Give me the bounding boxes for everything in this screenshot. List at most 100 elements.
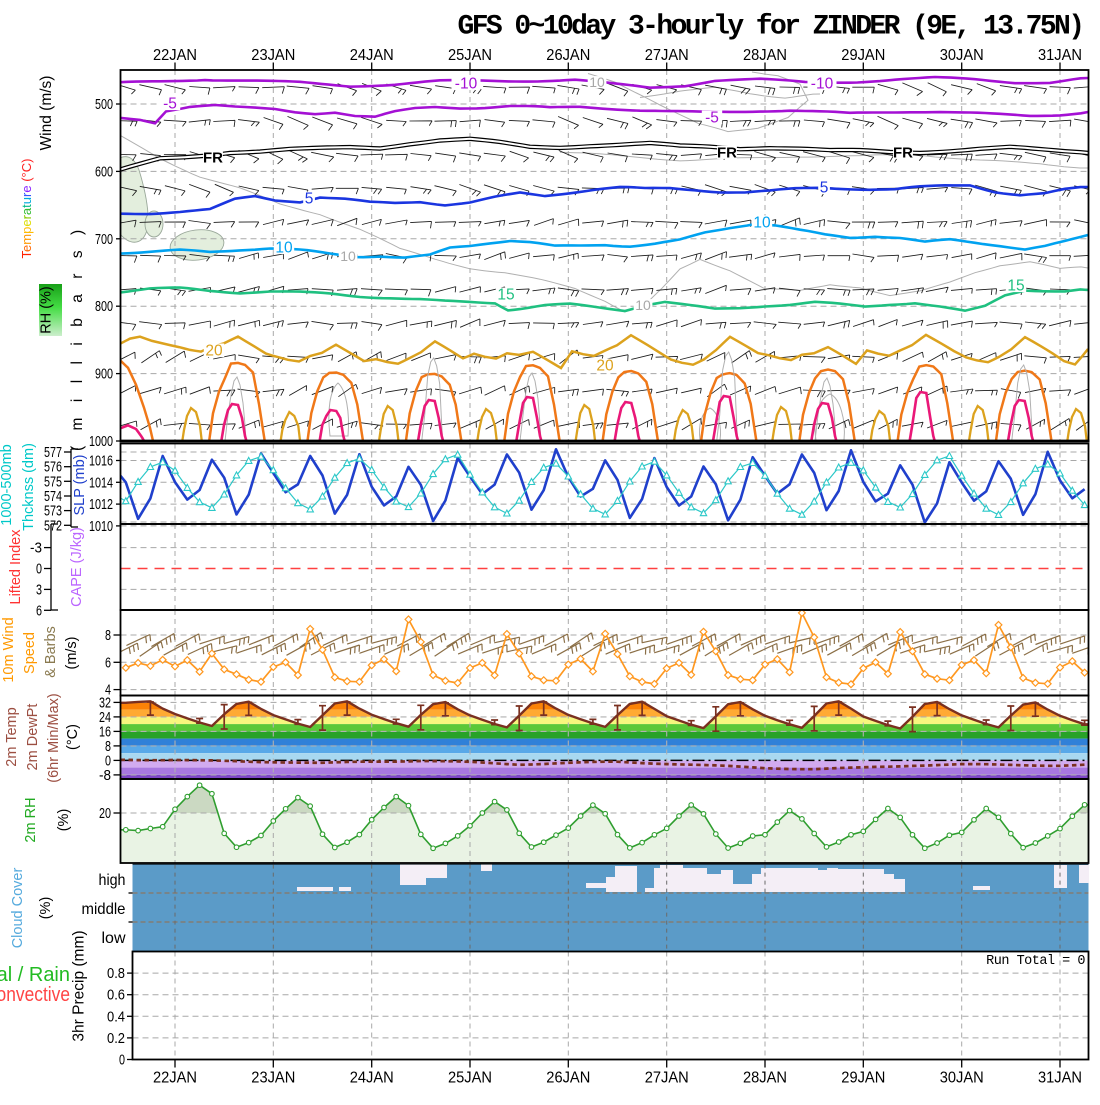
svg-text:1010: 1010 bbox=[89, 519, 113, 535]
svg-text:3: 3 bbox=[36, 582, 42, 598]
svg-text:28JAN: 28JAN bbox=[743, 47, 787, 64]
svg-text:-10: -10 bbox=[455, 76, 478, 93]
svg-text:27JAN: 27JAN bbox=[645, 1070, 689, 1087]
svg-text:10: 10 bbox=[589, 74, 605, 90]
svg-text:22JAN: 22JAN bbox=[153, 47, 197, 64]
svg-text:FR: FR bbox=[203, 149, 223, 166]
svg-text:10m Wind: 10m Wind bbox=[1, 617, 17, 682]
svg-text:22JAN: 22JAN bbox=[153, 1070, 197, 1087]
svg-text:0.2: 0.2 bbox=[107, 1031, 125, 1047]
svg-text:Total / Rain: Total / Rain bbox=[0, 964, 70, 986]
svg-text:low: low bbox=[102, 930, 126, 947]
svg-text:500: 500 bbox=[95, 97, 113, 113]
svg-text:0: 0 bbox=[105, 753, 111, 769]
svg-text:FR: FR bbox=[893, 144, 913, 161]
svg-text:Temperature (°C): Temperature (°C) bbox=[19, 159, 34, 259]
svg-text:2m DewPt: 2m DewPt bbox=[25, 704, 41, 771]
svg-text:0.4: 0.4 bbox=[107, 1009, 125, 1025]
svg-text:(millibars): (millibars) bbox=[69, 214, 86, 451]
svg-text:CAPE (J/kg): CAPE (J/kg) bbox=[69, 527, 85, 607]
svg-text:SLP (mb): SLP (mb) bbox=[72, 455, 88, 516]
svg-text:576: 576 bbox=[44, 460, 62, 476]
svg-text:10: 10 bbox=[340, 248, 356, 264]
svg-text:24: 24 bbox=[99, 710, 111, 726]
svg-text:20: 20 bbox=[596, 358, 614, 375]
svg-text:FR: FR bbox=[717, 144, 737, 161]
svg-text:-5: -5 bbox=[163, 96, 177, 113]
svg-text:Wind (m/s): Wind (m/s) bbox=[38, 76, 55, 151]
svg-text:Lifted Index: Lifted Index bbox=[8, 529, 24, 605]
svg-text:1000-500mb: 1000-500mb bbox=[0, 444, 15, 525]
svg-text:574: 574 bbox=[44, 489, 62, 505]
svg-text:31JAN: 31JAN bbox=[1038, 1070, 1082, 1087]
svg-text:8: 8 bbox=[105, 739, 111, 755]
svg-text:800: 800 bbox=[95, 299, 113, 315]
svg-text:5: 5 bbox=[305, 191, 314, 208]
svg-text:26JAN: 26JAN bbox=[546, 1070, 590, 1087]
svg-text:(6hr Min/Max): (6hr Min/Max) bbox=[46, 693, 62, 782]
svg-text:3hr Precip (mm): 3hr Precip (mm) bbox=[71, 930, 88, 1041]
svg-text:577: 577 bbox=[44, 445, 62, 461]
svg-text:27JAN: 27JAN bbox=[645, 47, 689, 64]
svg-text:0: 0 bbox=[119, 1053, 125, 1069]
svg-text:high: high bbox=[99, 872, 126, 889]
svg-text:23JAN: 23JAN bbox=[251, 1070, 295, 1087]
svg-text:Cloud Cover: Cloud Cover bbox=[10, 868, 26, 949]
svg-text:RH (%): RH (%) bbox=[39, 286, 55, 334]
svg-text:29JAN: 29JAN bbox=[841, 1070, 885, 1087]
svg-text:Speed: Speed bbox=[22, 632, 38, 674]
svg-text:29JAN: 29JAN bbox=[841, 47, 885, 64]
svg-text:8: 8 bbox=[105, 628, 111, 644]
svg-text:28JAN: 28JAN bbox=[743, 1070, 787, 1087]
svg-text:Thcknss (dm): Thcknss (dm) bbox=[21, 443, 37, 531]
svg-text:1000: 1000 bbox=[89, 434, 113, 450]
svg-text:32: 32 bbox=[99, 695, 111, 711]
svg-text:1014: 1014 bbox=[89, 475, 113, 491]
svg-text:30JAN: 30JAN bbox=[940, 47, 984, 64]
svg-text:16: 16 bbox=[99, 724, 111, 740]
svg-text:700: 700 bbox=[95, 232, 113, 248]
svg-text:0: 0 bbox=[36, 562, 42, 578]
svg-text:GFS 0~10day 3-hourly for ZINDE: GFS 0~10day 3-hourly for ZINDER (9E, 13.… bbox=[458, 12, 1083, 43]
svg-text:1012: 1012 bbox=[89, 497, 113, 513]
svg-text:30JAN: 30JAN bbox=[940, 1070, 984, 1087]
svg-text:10: 10 bbox=[275, 240, 293, 257]
svg-text:(°C): (°C) bbox=[65, 724, 81, 750]
svg-text:25JAN: 25JAN bbox=[448, 1070, 492, 1087]
svg-text:10: 10 bbox=[635, 297, 651, 313]
svg-text:20: 20 bbox=[205, 343, 223, 360]
svg-text:575: 575 bbox=[44, 474, 62, 490]
svg-text:0.8: 0.8 bbox=[107, 966, 125, 982]
svg-text:5: 5 bbox=[820, 180, 829, 197]
svg-text:24JAN: 24JAN bbox=[350, 1070, 394, 1087]
svg-text:24JAN: 24JAN bbox=[350, 47, 394, 64]
svg-text:(m/s): (m/s) bbox=[64, 636, 80, 669]
svg-text:23JAN: 23JAN bbox=[251, 47, 295, 64]
svg-text:26JAN: 26JAN bbox=[546, 47, 590, 64]
svg-text:31JAN: 31JAN bbox=[1038, 47, 1082, 64]
svg-text:10: 10 bbox=[753, 215, 771, 232]
svg-text:600: 600 bbox=[95, 164, 113, 180]
svg-text:4: 4 bbox=[105, 683, 111, 699]
svg-text:20: 20 bbox=[99, 806, 111, 822]
svg-text:572: 572 bbox=[44, 518, 62, 534]
svg-text:-10: -10 bbox=[811, 76, 834, 93]
svg-text:25JAN: 25JAN bbox=[448, 47, 492, 64]
svg-text:6: 6 bbox=[105, 655, 111, 671]
svg-text:(%): (%) bbox=[56, 809, 72, 832]
svg-text:Convective: Convective bbox=[0, 984, 70, 1006]
svg-text:573: 573 bbox=[44, 504, 62, 520]
svg-text:-8: -8 bbox=[99, 768, 111, 784]
svg-text:(%): (%) bbox=[38, 897, 54, 920]
svg-text:2m RH: 2m RH bbox=[23, 797, 39, 842]
svg-text:& Barbs: & Barbs bbox=[43, 626, 59, 678]
svg-text:0.6: 0.6 bbox=[107, 988, 125, 1004]
svg-text:-5: -5 bbox=[705, 110, 719, 127]
svg-text:15: 15 bbox=[497, 287, 514, 304]
svg-text:15: 15 bbox=[1007, 278, 1024, 295]
svg-text:900: 900 bbox=[95, 367, 113, 383]
svg-text:middle: middle bbox=[82, 901, 126, 918]
svg-text:Run Total = 0: Run Total = 0 bbox=[986, 954, 1085, 969]
svg-text:-3: -3 bbox=[30, 541, 42, 557]
svg-text:2m Temp: 2m Temp bbox=[4, 707, 20, 766]
